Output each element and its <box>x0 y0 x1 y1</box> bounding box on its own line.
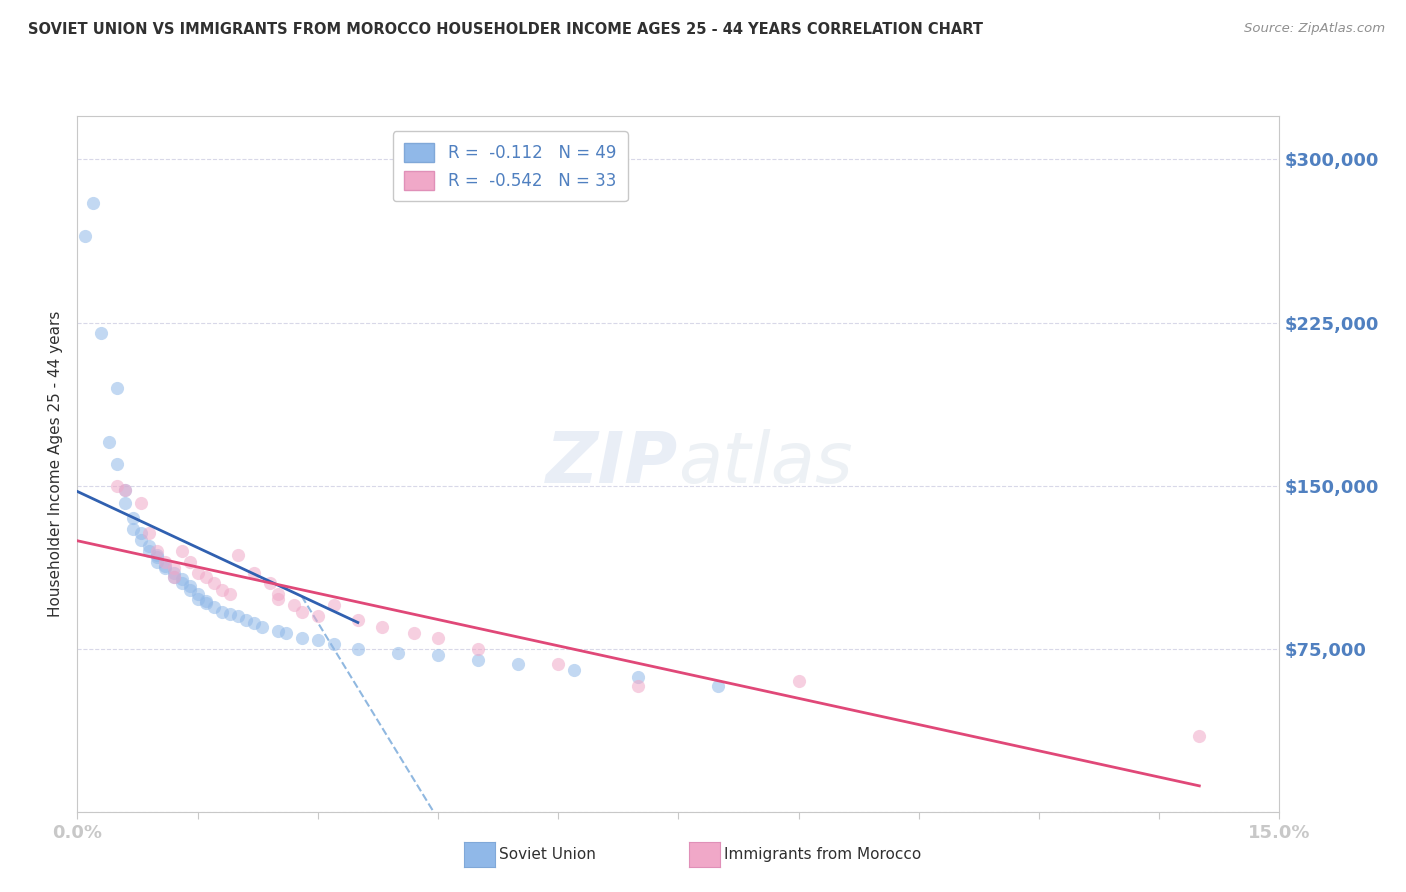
Point <box>627 679 650 693</box>
Point <box>242 615 264 630</box>
Point <box>179 555 201 569</box>
Point <box>170 544 193 558</box>
Point <box>627 670 650 684</box>
Point <box>291 605 314 619</box>
Point <box>427 631 450 645</box>
Point <box>138 540 160 554</box>
Point <box>427 648 450 662</box>
Text: Soviet Union: Soviet Union <box>499 847 596 862</box>
Point <box>194 594 217 608</box>
Point <box>371 620 394 634</box>
Point <box>155 561 177 575</box>
Point <box>155 555 177 569</box>
Point <box>138 544 160 558</box>
Point <box>467 652 489 666</box>
Point <box>508 657 530 671</box>
Point <box>202 600 225 615</box>
Point <box>283 598 305 612</box>
Point <box>267 591 290 606</box>
Point <box>259 576 281 591</box>
Legend: R =  -0.112   N = 49, R =  -0.542   N = 33: R = -0.112 N = 49, R = -0.542 N = 33 <box>392 131 627 202</box>
Point <box>194 596 217 610</box>
Point <box>250 620 273 634</box>
Point <box>170 576 193 591</box>
Point <box>75 228 97 243</box>
Point <box>146 550 169 565</box>
Point <box>90 326 112 341</box>
Point <box>186 591 209 606</box>
Point <box>211 582 233 597</box>
Point <box>707 679 730 693</box>
Point <box>131 496 153 510</box>
Text: ZIP: ZIP <box>546 429 679 499</box>
Point <box>218 587 240 601</box>
Text: Immigrants from Morocco: Immigrants from Morocco <box>724 847 921 862</box>
Point <box>267 587 290 601</box>
Point <box>562 664 585 678</box>
Point <box>226 609 249 624</box>
Point <box>146 548 169 562</box>
Text: atlas: atlas <box>679 429 853 499</box>
Point <box>235 614 257 628</box>
Point <box>98 435 121 450</box>
Point <box>186 587 209 601</box>
Point <box>122 522 145 536</box>
Point <box>226 548 249 562</box>
Point <box>186 566 209 580</box>
Point <box>107 457 129 471</box>
Point <box>131 526 153 541</box>
Point <box>467 641 489 656</box>
Point <box>170 572 193 586</box>
Text: Source: ZipAtlas.com: Source: ZipAtlas.com <box>1244 22 1385 36</box>
Point <box>114 496 136 510</box>
Point <box>322 637 344 651</box>
Point <box>347 641 370 656</box>
Point <box>162 566 184 580</box>
Point <box>138 526 160 541</box>
Point <box>242 566 264 580</box>
Point <box>162 570 184 584</box>
Point <box>194 570 217 584</box>
Point <box>114 483 136 497</box>
Point <box>179 579 201 593</box>
Point <box>347 614 370 628</box>
Point <box>114 483 136 497</box>
Point <box>82 196 104 211</box>
Point <box>267 624 290 639</box>
Point <box>122 511 145 525</box>
Point <box>787 674 810 689</box>
Text: SOVIET UNION VS IMMIGRANTS FROM MOROCCO HOUSEHOLDER INCOME AGES 25 - 44 YEARS CO: SOVIET UNION VS IMMIGRANTS FROM MOROCCO … <box>28 22 983 37</box>
Point <box>155 559 177 574</box>
Point <box>547 657 569 671</box>
Point <box>211 605 233 619</box>
Point <box>387 646 409 660</box>
Point <box>131 533 153 547</box>
Point <box>1188 729 1211 743</box>
Point <box>146 544 169 558</box>
Point <box>307 632 329 647</box>
Point <box>162 561 184 575</box>
Point <box>307 609 329 624</box>
Point <box>202 576 225 591</box>
Point <box>218 607 240 621</box>
Point <box>107 478 129 492</box>
Point <box>162 570 184 584</box>
Point <box>322 598 344 612</box>
Point <box>274 626 297 640</box>
Point <box>179 582 201 597</box>
Y-axis label: Householder Income Ages 25 - 44 years: Householder Income Ages 25 - 44 years <box>48 310 63 617</box>
Point <box>107 381 129 395</box>
Point <box>146 555 169 569</box>
Point <box>402 626 425 640</box>
Point <box>291 631 314 645</box>
